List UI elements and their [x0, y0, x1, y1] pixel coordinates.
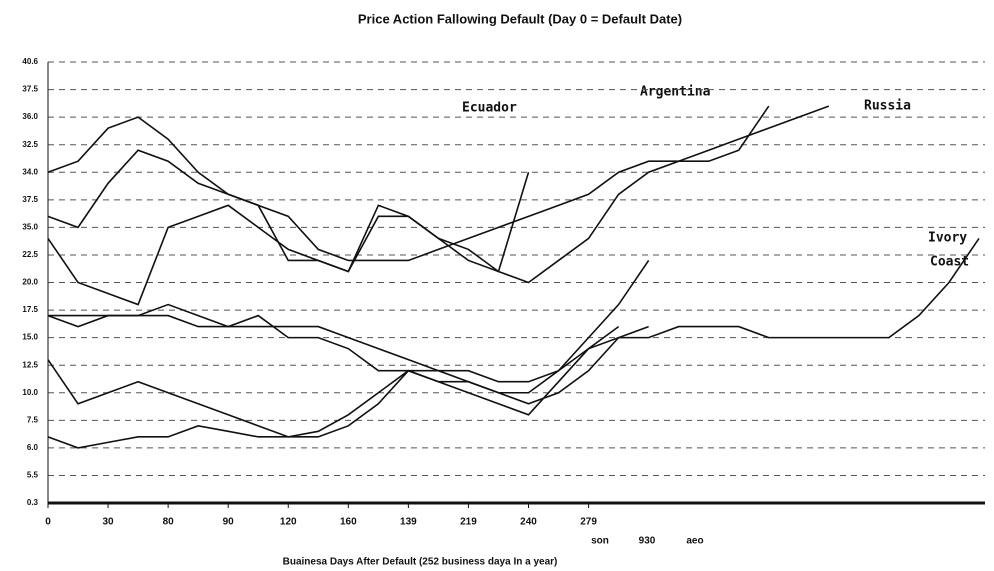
- y-tick-label: 36.0: [22, 112, 38, 121]
- y-tick-label: 15.0: [22, 333, 38, 342]
- y-tick-label: 40.6: [22, 57, 38, 66]
- x-axis-label: Buainesa Days After Default (252 busines…: [283, 557, 558, 568]
- annotation: Ivory: [928, 231, 967, 246]
- x-tick-label: 120: [280, 517, 297, 528]
- x-tick-label: 139: [400, 517, 417, 528]
- annotation: Russia: [864, 99, 911, 114]
- x-tick-label: 279: [580, 517, 597, 528]
- y-tick-label: 35.0: [22, 222, 38, 231]
- series-line: [47, 172, 530, 306]
- series-line: [47, 325, 620, 449]
- x-tick-label: 240: [520, 517, 537, 528]
- y-tick-label: 17.5: [22, 305, 38, 314]
- x-tick-label: 30: [103, 517, 115, 528]
- x-extra-label: son: [591, 536, 609, 547]
- series-line: [47, 259, 650, 394]
- y-tick-label: 22.5: [22, 250, 38, 259]
- x-tick-label: 80: [163, 517, 175, 528]
- series-line: [48, 237, 980, 383]
- y-tick-label: 10.0: [22, 388, 38, 397]
- y-tick-label: 7.5: [27, 415, 39, 424]
- y-tick-label: 5.5: [27, 471, 39, 480]
- y-tick-label: 0.3: [27, 498, 39, 507]
- series-line: [47, 325, 649, 438]
- annotation: Argentina: [640, 85, 711, 100]
- x-extra-label: aeo: [686, 536, 703, 547]
- x-extra-label: 930: [639, 536, 656, 547]
- annotation: Coast: [930, 255, 969, 270]
- x-tick-label: 0: [45, 517, 51, 528]
- y-tick-label: 12.5: [22, 360, 38, 369]
- y-tick-label: 20.0: [22, 278, 38, 287]
- x-tick-label: 90: [223, 517, 235, 528]
- y-tick-label: 37.5: [22, 195, 38, 204]
- chart-title: Price Action Fallowing Default (Day 0 = …: [358, 11, 682, 26]
- y-tick-label: 32.5: [22, 140, 38, 149]
- y-tick-label: 6.0: [27, 443, 39, 452]
- y-tick-label: 37.5: [22, 85, 38, 94]
- x-tick-label: 219: [460, 517, 477, 528]
- x-tick-label: 160: [340, 517, 357, 528]
- series-line: [47, 105, 830, 262]
- y-tick-label: 34.0: [22, 167, 38, 176]
- annotation: Ecuador: [462, 101, 517, 116]
